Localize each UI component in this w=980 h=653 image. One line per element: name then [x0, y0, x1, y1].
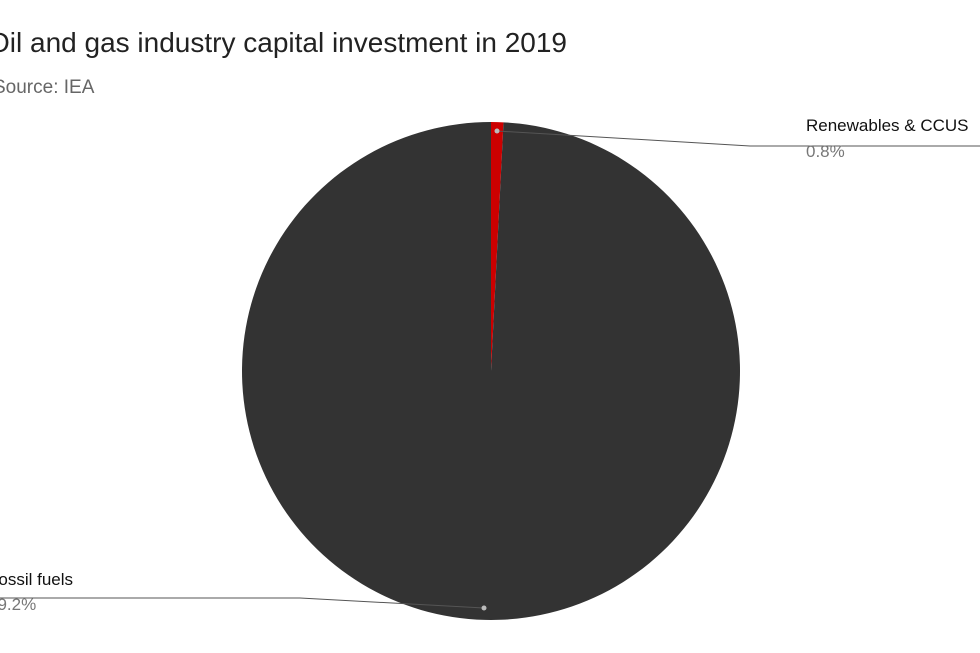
pie-slice	[242, 122, 741, 620]
leader-line	[496, 130, 980, 147]
pie-slice	[491, 122, 504, 371]
slice-value-label: 99.2%	[0, 595, 36, 614]
slice-label: Fossil fuels	[0, 570, 73, 589]
chart-subtitle: Source: IEA	[0, 77, 95, 98]
leader-dot	[481, 605, 487, 611]
chart-title: Oil and gas industry capital investment …	[0, 27, 567, 58]
slice-value-label: 0.8%	[806, 142, 845, 161]
leader-dot	[494, 128, 500, 134]
leader-line	[0, 597, 485, 609]
slice-label: Renewables & CCUS	[806, 116, 969, 135]
